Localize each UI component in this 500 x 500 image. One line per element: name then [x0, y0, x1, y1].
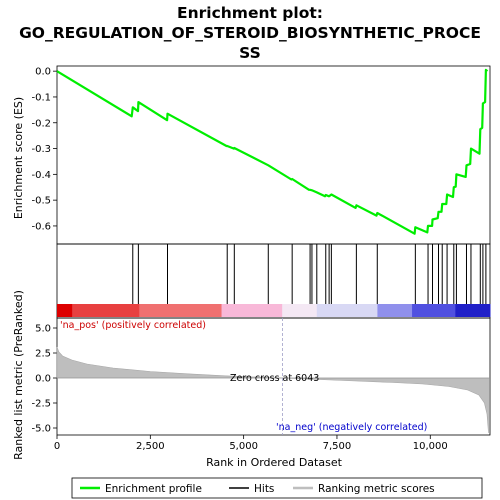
x-tick-label: 0 [54, 441, 60, 452]
colorbar-segment [316, 304, 378, 317]
x-tick-label: 2,500 [136, 441, 165, 452]
metric-y-axis-label: Ranked list metric (PreRanked) [12, 290, 25, 460]
colorbar-segment [72, 304, 140, 317]
pos-correlated-label: 'na_pos' (positively correlated) [60, 320, 206, 331]
colorbar-segment [221, 304, 283, 317]
metric-y-tick-label: 0.0 [35, 374, 51, 385]
x-tick-label: 10,000 [413, 441, 448, 452]
metric-y-axis: 5.0 2.5 0.0 -2.5 -5.0 [31, 324, 57, 435]
legend: Enrichment profile Hits Ranking metric s… [71, 477, 483, 499]
x-axis: 0 2,500 5,000 7,500 10,000 [54, 435, 448, 452]
metric-y-tick-label: 2.5 [35, 349, 51, 360]
es-y-tick-label: -0.5 [31, 196, 51, 207]
chart-title-line1: Enrichment plot: [177, 4, 323, 22]
es-y-tick-label: -0.6 [31, 221, 51, 232]
metric-area-fill [56, 346, 489, 434]
x-tick-label: 7,500 [323, 441, 352, 452]
metric-y-tick-label: -2.5 [31, 399, 51, 410]
legend-frame [71, 477, 483, 499]
x-axis-label: Rank in Ordered Dataset [206, 456, 343, 469]
chart-title-line2: GO_REGULATION_OF_STEROID_BIOSYNTHETIC_PR… [19, 24, 481, 42]
es-y-tick-label: -0.3 [31, 144, 51, 155]
colorbar-segment [455, 304, 491, 317]
es-y-axis-label: Enrichment score (ES) [12, 97, 25, 219]
metric-area [56, 318, 490, 435]
colorbar-segment [377, 304, 413, 317]
es-y-axis: 0.0 -0.1 -0.2 -0.3 -0.4 -0.5 -0.6 [31, 67, 57, 232]
zero-cross-label: Zero cross at 6043 [230, 373, 319, 384]
colorbar-segment [57, 304, 73, 317]
colorbar-segment [412, 304, 456, 317]
es-profile-line [56, 68, 489, 235]
colorbar-segment [139, 304, 223, 317]
hit-marks [132, 244, 487, 304]
legend-hits-label: Hits [254, 483, 274, 495]
chart-title-line3: SS [239, 44, 261, 62]
rank-colorbar [57, 304, 491, 317]
colorbar-segment [282, 304, 318, 317]
es-panel-frame [56, 65, 491, 245]
legend-enrichment-label: Enrichment profile [105, 483, 202, 495]
es-y-tick-label: -0.1 [31, 92, 51, 103]
es-y-tick-label: -0.4 [31, 170, 51, 181]
es-profile-polyline [56, 68, 489, 235]
metric-y-tick-label: 5.0 [35, 324, 51, 335]
legend-metric-label: Ranking metric scores [318, 483, 435, 495]
metric-y-tick-label: -5.0 [31, 424, 51, 435]
x-tick-label: 5,000 [229, 441, 258, 452]
neg-correlated-label: 'na_neg' (negatively correlated) [276, 422, 427, 433]
es-y-tick-label: 0.0 [35, 67, 51, 78]
es-y-tick-label: -0.2 [31, 118, 51, 129]
